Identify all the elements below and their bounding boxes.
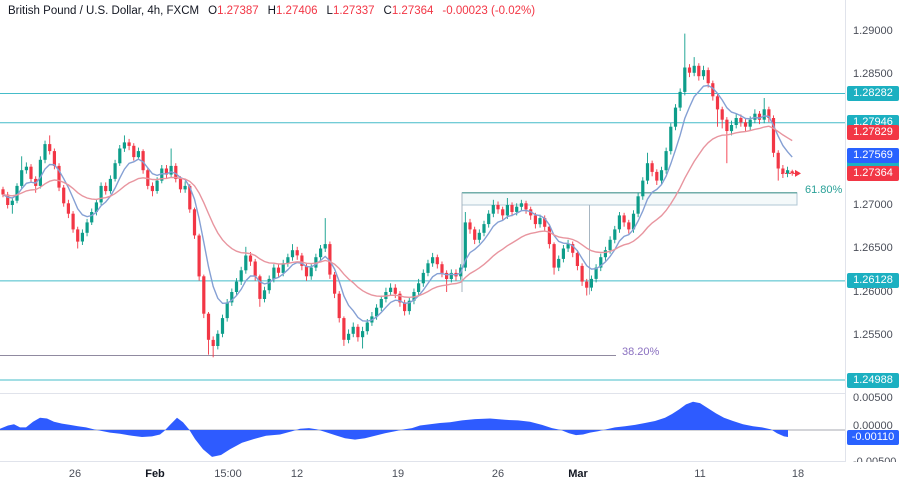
chart-canvas[interactable]: [0, 0, 845, 462]
price-axis-label: 1.28500: [853, 68, 893, 80]
price-badge: 1.27364: [847, 165, 899, 181]
fib-382-label[interactable]: 38.20%: [622, 346, 660, 358]
time-axis-label: 19: [391, 468, 405, 480]
price-axis-label: 1.26000: [853, 285, 893, 298]
ohlc-close-value: 1.27364: [391, 5, 434, 17]
ma-slow-line[interactable]: [2, 125, 793, 299]
price-axis-label: 1.26500: [853, 242, 893, 254]
price-badge: 1.28282: [847, 85, 899, 101]
ohlc-open-value: 1.27387: [217, 5, 259, 17]
price-axis-label: 1.27000: [853, 198, 893, 211]
price-axis-label: 1.29000: [853, 24, 893, 37]
time-axis[interactable]: 26 Feb 15:00 12 19 26 Mar 11 18: [0, 462, 900, 485]
price-badge: 1.24988: [847, 372, 899, 388]
time-axis-label: 18: [791, 468, 805, 480]
time-axis-label: 26: [491, 468, 505, 480]
last-price-arrow-icon: [795, 169, 801, 177]
time-axis-label: Mar: [568, 468, 588, 480]
time-axis-label: 26: [68, 468, 82, 480]
time-axis-label: Feb: [145, 468, 165, 480]
price-badge: 1.27569: [847, 147, 899, 163]
time-axis-label: 11: [694, 468, 706, 480]
price-axis-label: 1.25500: [853, 329, 893, 341]
fib-618-label[interactable]: 61.80%: [805, 184, 843, 196]
oscillator-value-badge: -0.00110: [847, 429, 899, 445]
time-axis-label: 12: [290, 468, 304, 480]
time-axis-divider: [0, 461, 900, 462]
pane-divider[interactable]: [0, 393, 900, 394]
price-change: -0.00023 (-0.02%): [442, 5, 536, 17]
price-badge: 1.26128: [847, 273, 899, 289]
ohlc-open-label: O: [208, 5, 218, 17]
ohlc-high-value: 1.27406: [275, 5, 318, 17]
ohlc-high-label: H: [267, 5, 276, 17]
symbol-info-bar: British Pound / U.S. Dollar, 4h, FXCM O1.…: [8, 5, 535, 17]
price-badge: 1.27829: [847, 125, 899, 141]
symbol-title[interactable]: British Pound / U.S. Dollar, 4h, FXCM: [8, 5, 200, 17]
oscillator-axis-label: 0.00500: [853, 391, 893, 404]
ohlc-low-value: 1.27337: [332, 5, 375, 17]
oscillator-axis-label: 0.00000: [853, 419, 893, 432]
time-axis-label: 15:00: [214, 468, 242, 480]
ohlc-low-label: L: [326, 5, 333, 17]
ma-fast-line[interactable]: [2, 84, 793, 322]
ohlc-close-label: C: [383, 5, 392, 17]
candles-layer[interactable]: [1, 33, 794, 358]
oscillator-area[interactable]: [0, 401, 788, 457]
price-axis[interactable]: 1.29000 1.28500 1.27000 1.26500 1.26000 1.255…: [845, 0, 900, 468]
